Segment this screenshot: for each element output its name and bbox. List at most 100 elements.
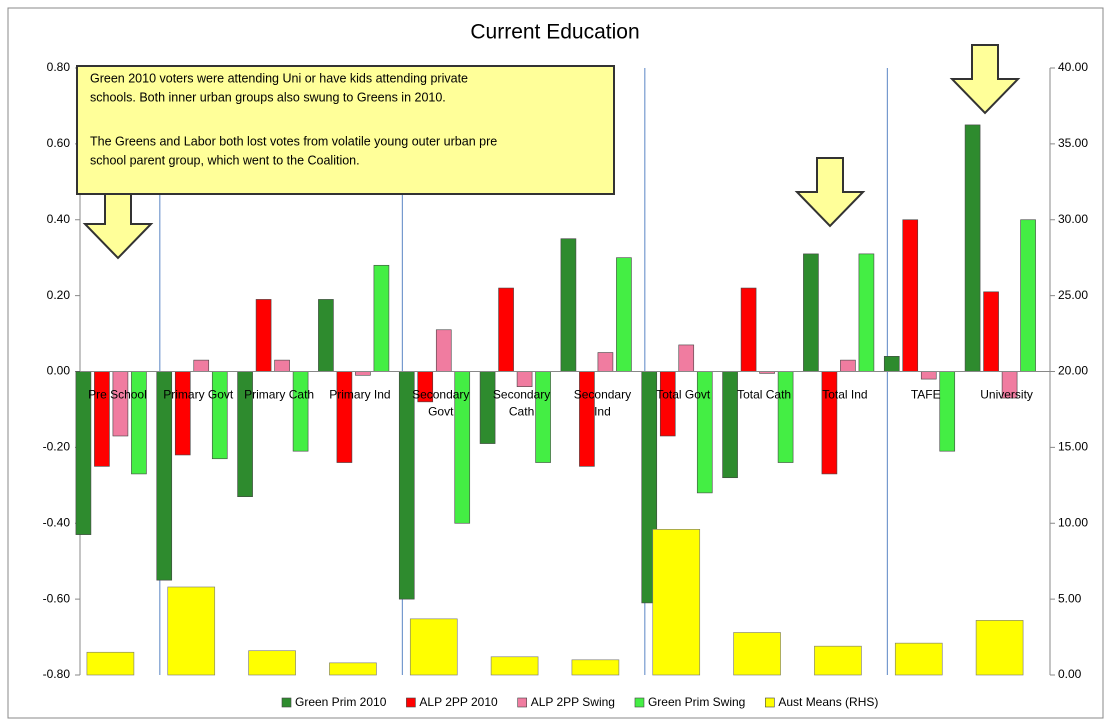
y-tick-label: -0.40 bbox=[43, 515, 71, 529]
legend-swatch bbox=[281, 697, 292, 708]
arrow bbox=[82, 189, 154, 260]
annotation: Green 2010 voters were attending Uni or … bbox=[90, 71, 468, 85]
x-tick-label: Primary Ind bbox=[329, 388, 390, 402]
bar bbox=[248, 650, 296, 676]
y-tick-label: 0.40 bbox=[47, 212, 71, 226]
legend-label: ALP 2PP 2010 bbox=[419, 695, 498, 709]
bar bbox=[329, 662, 377, 676]
bar bbox=[156, 371, 173, 581]
x-tick-label: Primary Cath bbox=[244, 388, 314, 402]
bar bbox=[777, 371, 794, 463]
legend-swatch bbox=[634, 697, 645, 708]
bar bbox=[255, 299, 272, 372]
bar bbox=[803, 253, 819, 372]
bar bbox=[740, 287, 757, 372]
bar bbox=[211, 371, 228, 460]
x-tick-label: Secondary Ind bbox=[574, 388, 631, 419]
y-tick-label: -0.20 bbox=[43, 440, 71, 454]
bar bbox=[571, 659, 620, 676]
bar bbox=[318, 299, 334, 372]
legend-swatch bbox=[406, 697, 416, 708]
annotation: The Greens and Labor both lost votes fro… bbox=[90, 134, 497, 148]
bar bbox=[1020, 219, 1036, 372]
legend-label: Green Prim Swing bbox=[648, 695, 745, 709]
bar bbox=[292, 371, 309, 452]
x-tick-label: Total Ind bbox=[822, 388, 867, 402]
bar bbox=[597, 352, 614, 372]
x-tick-label: Primary Govt bbox=[163, 388, 234, 402]
y2-tick-label: 40.00 bbox=[1058, 60, 1088, 74]
bar bbox=[652, 529, 701, 676]
bar bbox=[355, 371, 371, 376]
annotation: schools. Both inner urban groups also sw… bbox=[90, 90, 446, 104]
bar bbox=[516, 371, 533, 387]
bar bbox=[902, 219, 919, 372]
bar bbox=[479, 371, 496, 444]
bar bbox=[86, 651, 135, 676]
bar bbox=[498, 287, 514, 372]
bar bbox=[678, 344, 695, 372]
y-tick-label: 0.60 bbox=[47, 136, 71, 150]
bar bbox=[659, 371, 676, 437]
x-tick-label: Secondary Cath bbox=[493, 388, 550, 419]
y2-tick-label: 0.00 bbox=[1058, 667, 1082, 681]
bar bbox=[193, 359, 210, 372]
bar bbox=[174, 371, 191, 456]
bar bbox=[167, 586, 216, 676]
bar bbox=[975, 620, 1024, 676]
chart-title: Current Education bbox=[470, 21, 639, 44]
callout-box bbox=[76, 65, 615, 195]
bar bbox=[983, 291, 999, 372]
y2-tick-label: 20.00 bbox=[1058, 364, 1088, 378]
y-tick-label: -0.80 bbox=[43, 667, 71, 681]
legend-label: Green Prim 2010 bbox=[295, 695, 387, 709]
bar bbox=[894, 642, 943, 676]
arrow bbox=[949, 44, 1021, 115]
y-tick-label: 0.80 bbox=[47, 60, 71, 74]
legend-swatch bbox=[517, 697, 527, 708]
bar bbox=[409, 618, 458, 676]
annotation: school parent group, which went to the C… bbox=[90, 153, 360, 167]
bar bbox=[920, 371, 937, 380]
y2-tick-label: 10.00 bbox=[1058, 515, 1088, 529]
bar bbox=[398, 371, 415, 600]
y2-tick-label: 35.00 bbox=[1058, 136, 1088, 150]
bar bbox=[939, 371, 956, 452]
bar bbox=[490, 656, 539, 676]
bar bbox=[840, 359, 856, 372]
legend-swatch bbox=[765, 697, 775, 708]
bar bbox=[94, 371, 110, 467]
x-tick-label: University bbox=[980, 388, 1033, 402]
legend-label: Aust Means (RHS) bbox=[778, 695, 878, 709]
y-tick-label: -0.60 bbox=[43, 591, 71, 605]
x-tick-label: Total Govt bbox=[656, 388, 711, 402]
bar bbox=[964, 124, 981, 372]
arrow bbox=[794, 157, 866, 228]
legend-label: ALP 2PP Swing bbox=[531, 695, 615, 709]
y2-tick-label: 15.00 bbox=[1058, 440, 1088, 454]
y-tick-label: 0.00 bbox=[47, 364, 71, 378]
bar bbox=[112, 371, 129, 437]
x-tick-label: Secondary Govt bbox=[412, 388, 469, 419]
x-tick-label: Pre School bbox=[88, 388, 147, 402]
y2-tick-label: 25.00 bbox=[1058, 288, 1088, 302]
y2-tick-label: 5.00 bbox=[1058, 591, 1082, 605]
bar bbox=[535, 371, 551, 463]
bar bbox=[274, 359, 290, 372]
bar bbox=[883, 356, 900, 372]
x-tick-label: TAFE bbox=[911, 388, 941, 402]
bar bbox=[336, 371, 353, 463]
bar bbox=[616, 257, 632, 372]
bar bbox=[579, 371, 595, 467]
bar bbox=[814, 645, 862, 676]
x-tick-label: Total Cath bbox=[737, 388, 791, 402]
bar bbox=[373, 264, 390, 372]
bar bbox=[733, 632, 781, 676]
bar bbox=[435, 329, 452, 372]
bar bbox=[722, 371, 738, 479]
y-tick-label: 0.20 bbox=[47, 288, 71, 302]
bar bbox=[560, 238, 577, 372]
bar bbox=[858, 253, 875, 372]
y2-tick-label: 30.00 bbox=[1058, 212, 1088, 226]
